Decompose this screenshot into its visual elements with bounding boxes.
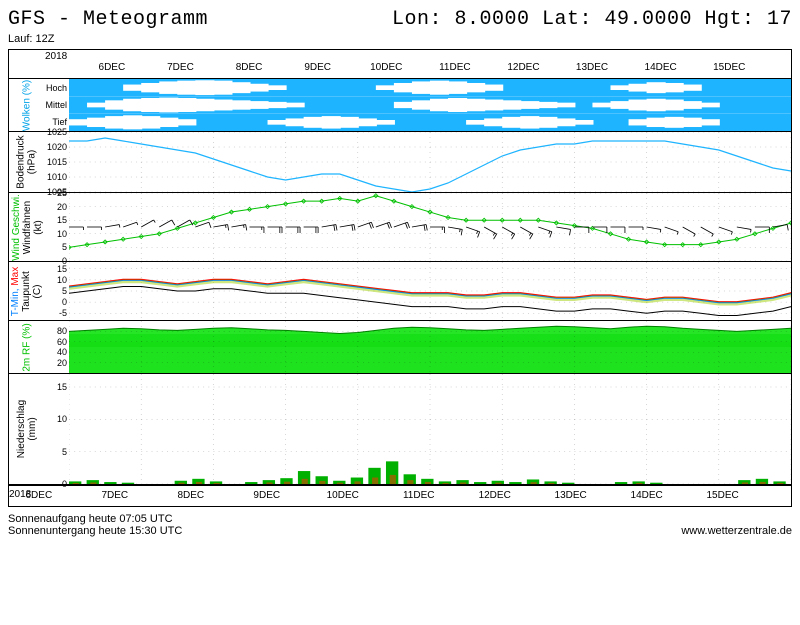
header: GFS - Meteogramm Lon: 8.0000 Lat: 49.000… [8, 8, 792, 31]
time-tick-label: 9DEC [304, 62, 331, 73]
y-tick: 1010 [47, 172, 67, 182]
y-tick: 20 [57, 202, 67, 212]
panel-precipitation: Niederschlag(mm) 051015 [9, 374, 791, 485]
ylabel-pressure: Bodendruck [16, 135, 27, 188]
ylabel-windbarb: Windfahnen [22, 200, 33, 253]
y-tick: 5 [62, 447, 67, 457]
time-tick-label: 14DEC [645, 62, 677, 73]
panel-pressure: Bodendruck(hPa) 10051010101510201025 [9, 132, 791, 193]
y-tick: 5 [62, 242, 67, 252]
ylabel-tmax: Max [11, 266, 22, 285]
panel-humidity: 2m RF (%) 20406080 [9, 321, 791, 374]
time-tick-label: 11DEC [403, 490, 435, 501]
time-tick-label: 13DEC [555, 490, 587, 501]
y-tick: 15 [57, 382, 67, 392]
y-tick: 10 [57, 229, 67, 239]
time-tick-label: 6DEC [26, 490, 53, 501]
time-tick-label: 15DEC [713, 62, 745, 73]
unit-temp: (C) [33, 284, 44, 298]
time-tick-label: 13DEC [576, 62, 608, 73]
location-info: Lon: 8.0000 Lat: 49.0000 Hgt: 17 [392, 8, 792, 31]
credit-text: www.wetterzentrale.de [681, 525, 792, 537]
y-tick: 1015 [47, 157, 67, 167]
time-tick-label: 12DEC [507, 62, 539, 73]
sunrise-text: Sonnenaufgang heute 07:05 UTC [8, 513, 182, 525]
y-tick: 10 [57, 275, 67, 285]
y-tick: 15 [57, 215, 67, 225]
ylabel-clouds: Wolken (%) [22, 79, 33, 131]
time-tick-label: 15DEC [706, 490, 738, 501]
year-label: 2018 [45, 51, 67, 62]
ylabel-windspeed: Wind Geschwi. [11, 194, 22, 261]
time-tick-label: 7DEC [167, 62, 194, 73]
y-tick: 10 [57, 414, 67, 424]
sunset-text: Sonnenuntergang heute 15:30 UTC [8, 525, 182, 537]
y-tick: 80 [57, 326, 67, 336]
y-tick: 1020 [47, 142, 67, 152]
panel-clouds: Wolken (%) Hoch Mittel Tief [9, 79, 791, 132]
time-tick-label: 8DEC [236, 62, 263, 73]
time-tick-label: 14DEC [631, 490, 663, 501]
time-tick-label: 10DEC [327, 490, 359, 501]
cloud-level-label: Tief [52, 117, 67, 127]
time-tick-label: 8DEC [177, 490, 204, 501]
unit-pressure: (hPa) [27, 150, 38, 174]
unit-precip: (mm) [27, 417, 38, 440]
time-tick-label: 7DEC [101, 490, 128, 501]
ylabel-precip: Niederschlag [16, 400, 27, 458]
y-tick: 5 [62, 286, 67, 296]
time-tick-label: 9DEC [253, 490, 280, 501]
model-run: Lauf: 12Z [8, 33, 792, 45]
ylabel-tmin: T-Min, [11, 288, 22, 316]
meteogram-container: 2018 6DEC 7DEC 8DEC 9DEC 10DEC 11DEC 12DEC 13DE… [8, 49, 792, 507]
y-tick: 40 [57, 347, 67, 357]
y-tick: -5 [59, 308, 67, 318]
y-tick: 0 [62, 297, 67, 307]
unit-wind: (kt) [33, 220, 44, 234]
y-tick: 15 [57, 264, 67, 274]
y-tick: 25 [57, 188, 67, 198]
panel-wind: Wind Geschwi.Windfahnen(kt) 0510152025 [9, 193, 791, 262]
footer: Sonnenaufgang heute 07:05 UTC Sonnenunte… [8, 513, 792, 537]
ylabel-dewpoint: Taupunkt [22, 271, 33, 312]
y-tick: 1025 [47, 127, 67, 137]
y-tick: 60 [57, 337, 67, 347]
y-tick: 20 [57, 358, 67, 368]
cloud-level-label: Mittel [45, 100, 67, 110]
cloud-level-label: Hoch [46, 83, 67, 93]
time-tick-label: 6DEC [99, 62, 126, 73]
panel-temperature: T-Min, MaxTaupunkt(C) -5051015 [9, 262, 791, 321]
time-axis-bottom: 2018 6DEC7DEC8DEC9DEC10DEC11DEC12DEC13DE… [9, 485, 791, 506]
chart-title: GFS - Meteogramm [8, 8, 208, 31]
ylabel-rh: 2m RF (%) [22, 323, 33, 371]
time-tick-label: 10DEC [370, 62, 402, 73]
time-axis-top: 2018 6DEC 7DEC 8DEC 9DEC 10DEC 11DEC 12DEC 13DE… [9, 50, 791, 79]
time-tick-label: 12DEC [479, 490, 511, 501]
time-tick-label: 11DEC [439, 62, 471, 73]
